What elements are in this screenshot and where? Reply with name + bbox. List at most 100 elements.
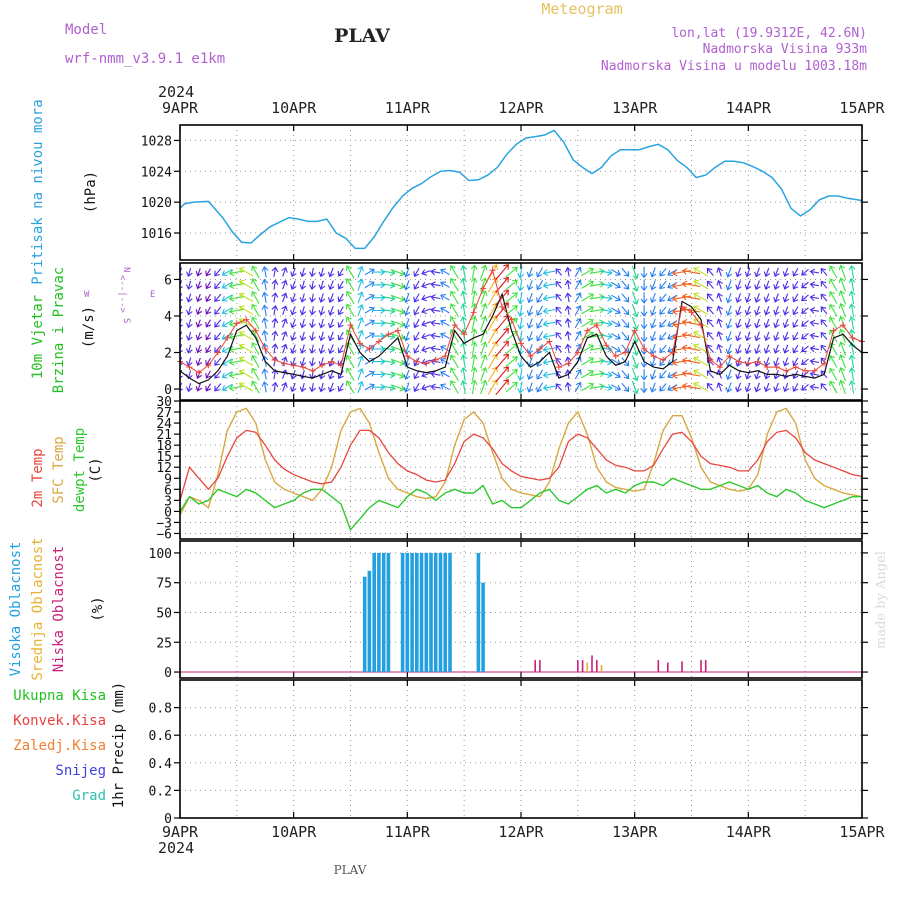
wind-arrow — [555, 383, 563, 391]
wind-gust-marker — [262, 345, 269, 352]
wind-arrow — [318, 318, 326, 329]
legend-ukupna-kisa: Ukupna Kisa — [13, 688, 106, 704]
wind-arrow — [460, 354, 468, 369]
wind-arrow — [631, 304, 639, 318]
wind-arrow — [391, 320, 406, 328]
wind-arrow — [391, 269, 406, 277]
wind-arrow — [214, 332, 222, 341]
wind-arrow — [517, 266, 525, 279]
wind-arrow — [261, 381, 269, 393]
wind-arrow — [195, 383, 203, 392]
wind-gust-marker — [366, 345, 373, 352]
wind-arrow — [238, 369, 254, 379]
wind-arrow — [581, 382, 594, 392]
wind-arrow — [621, 370, 630, 380]
wind-arrow — [327, 344, 335, 355]
wind-gust-marker — [688, 309, 695, 316]
wind-arrow — [693, 292, 709, 303]
wind-arrow — [681, 357, 701, 365]
wind-arrow — [180, 280, 183, 289]
wind-arrow — [364, 383, 375, 391]
wind-arrow — [421, 320, 431, 327]
wind-arrow — [600, 320, 613, 327]
wind-arrow — [327, 280, 335, 291]
wind-gust-marker — [186, 364, 193, 371]
wind-gust-marker — [660, 356, 667, 363]
wind-gust-marker — [783, 367, 790, 374]
mid-cloud-bar — [586, 662, 589, 672]
wind-arrow — [782, 357, 790, 367]
wind-arrow — [649, 382, 657, 393]
wind-gust-marker — [622, 349, 629, 356]
wind-arrow — [838, 264, 847, 279]
wind-arrow — [649, 267, 657, 278]
wind-arrow — [238, 331, 254, 341]
wind-gust-marker — [470, 309, 477, 316]
wind-arrow — [649, 305, 657, 316]
wind-arrow — [185, 382, 193, 393]
wind-arrow — [763, 267, 771, 278]
wind-arrow — [261, 329, 269, 342]
wind-gust-marker — [489, 267, 496, 274]
wind-arrow — [318, 293, 326, 303]
wind-arrow — [555, 306, 563, 315]
wind-arrow — [495, 379, 509, 396]
wind-arrow — [649, 331, 657, 342]
panel-wind: 0 2 4 6 — [164, 263, 868, 400]
wind-arrow — [337, 383, 344, 392]
top-day-label: 14APR — [726, 99, 772, 117]
wind-arrow — [693, 343, 709, 354]
wind-arrow — [574, 305, 582, 316]
wind-arrow — [271, 330, 279, 341]
wind-arrow — [337, 306, 344, 316]
model-elevation-label: Nadmorska Visina u modelu 1003.18m — [601, 59, 867, 74]
credit-text: made by Angel — [874, 551, 889, 649]
wind-arrow — [281, 279, 288, 290]
wind-arrow — [470, 328, 478, 343]
wind-arrow — [659, 370, 667, 379]
wind-arrow — [526, 344, 534, 355]
wind-arrow — [600, 384, 613, 391]
wind-arrow — [659, 383, 667, 392]
wind-arrow — [848, 367, 856, 381]
high-cloud-bar — [476, 552, 481, 672]
wind-gust-marker — [461, 331, 468, 338]
wind-gust-marker — [555, 364, 562, 371]
wind-arrow — [564, 318, 572, 328]
wind-arrow — [735, 331, 742, 342]
wind-arrow — [470, 277, 478, 292]
wind-gust-marker — [338, 362, 345, 369]
panel-pressure: 1016 1020 1024 1028 — [141, 125, 868, 260]
high-cloud-bar — [386, 552, 391, 672]
wind-arrow — [838, 315, 847, 331]
wind-arrow — [440, 306, 450, 314]
ytick-label: 9 — [164, 472, 172, 487]
wind-gust-marker — [243, 316, 250, 323]
wind-arrow — [238, 305, 254, 315]
wind-arrow — [480, 264, 488, 279]
wind-arrow — [238, 267, 254, 277]
wind-arrow — [373, 370, 386, 378]
wind-arrow — [251, 291, 260, 304]
wind-arrow — [621, 331, 630, 341]
wind-arrow — [221, 294, 233, 302]
wind-arrow — [600, 269, 613, 276]
wind-arrow — [214, 293, 222, 302]
wind-arrow — [829, 380, 838, 394]
ytick-label: 6 — [164, 483, 172, 498]
wind-arrow — [449, 380, 459, 394]
wind-arrow — [228, 333, 245, 341]
wind-arrow — [542, 269, 556, 276]
wind-arrow — [773, 331, 780, 342]
wind-arrow — [526, 292, 534, 304]
wind-compass-legend: N <--|--> S W E — [84, 267, 155, 323]
wind-arrow — [413, 293, 420, 303]
wind-gust-marker — [328, 358, 335, 365]
wind-arrow — [205, 332, 212, 341]
wind-gust-marker — [319, 362, 326, 369]
wind-arrow — [754, 331, 761, 342]
wind-arrow — [403, 318, 411, 329]
wind-arrow — [271, 317, 279, 328]
wind-arrow — [809, 370, 819, 378]
